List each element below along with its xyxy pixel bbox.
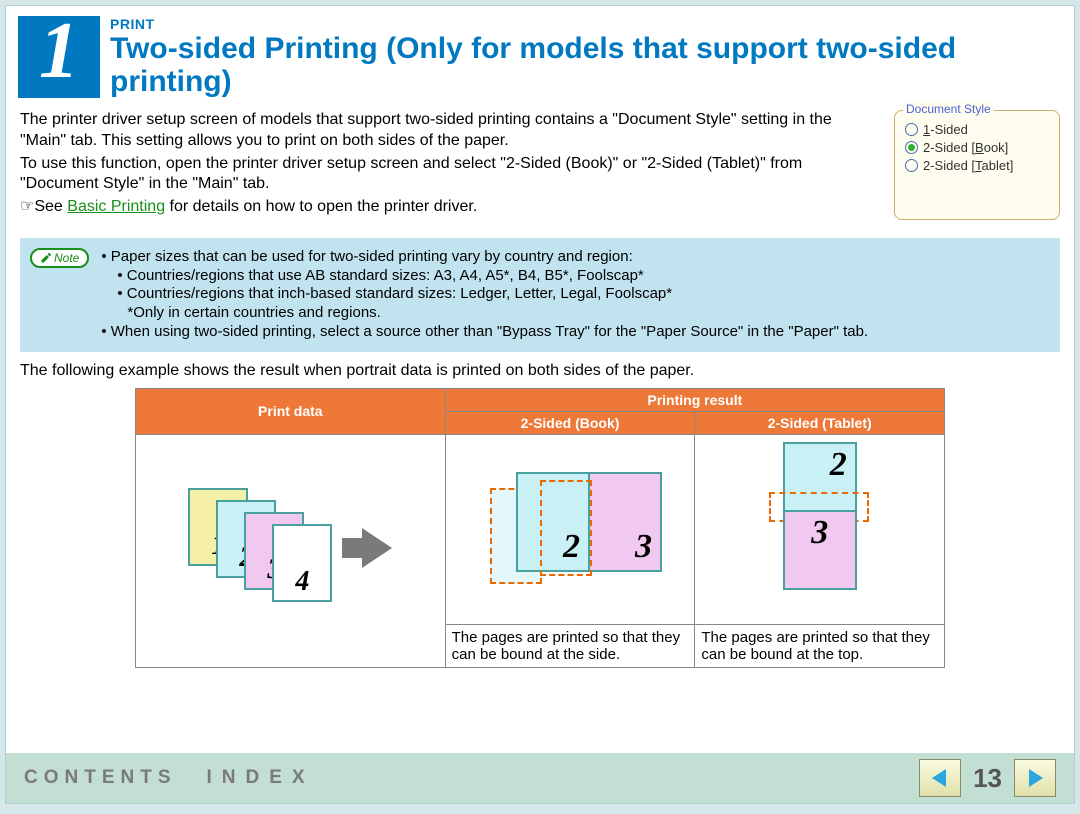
pager: 13 bbox=[919, 759, 1056, 797]
paragraph: The printer driver setup screen of model… bbox=[20, 110, 874, 152]
radio-icon bbox=[905, 123, 918, 136]
caption-tablet: The pages are printed so that they can b… bbox=[695, 624, 945, 667]
note-line: *Only in certain countries and regions. bbox=[127, 304, 1050, 323]
paragraph: ☞See Basic Printing for details on how t… bbox=[20, 197, 874, 218]
triangle-right-icon bbox=[1023, 766, 1047, 790]
page: 1 PRINT Two-sided Printing (Only for mod… bbox=[5, 5, 1075, 804]
chapter-category: PRINT bbox=[110, 16, 1062, 32]
page-number: 13 bbox=[973, 763, 1002, 794]
note-line: • When using two-sided printing, select … bbox=[101, 323, 1050, 342]
note-content: • Paper sizes that can be used for two-s… bbox=[101, 248, 1050, 342]
chapter-number: 1 bbox=[18, 16, 100, 98]
th-tablet: 2-Sided (Tablet) bbox=[695, 411, 945, 434]
page-stack-icon: 1 2 3 4 bbox=[188, 488, 348, 608]
chapter-title: Two-sided Printing (Only for models that… bbox=[110, 32, 1062, 98]
example-intro: The following example shows the result w… bbox=[20, 362, 1060, 380]
caption-book: The pages are printed so that they can b… bbox=[445, 624, 695, 667]
th-print-data: Print data bbox=[136, 388, 446, 434]
note-badge: Note bbox=[30, 248, 89, 268]
radio-2-sided-tablet[interactable]: 2-Sided [Tablet] bbox=[905, 158, 1049, 173]
radio-icon bbox=[905, 159, 918, 172]
next-page-button[interactable] bbox=[1014, 759, 1056, 797]
th-book: 2-Sided (Book) bbox=[445, 411, 695, 434]
result-table: Print data Printing result 2-Sided (Book… bbox=[135, 388, 945, 668]
radio-2-sided-book[interactable]: 2-Sided [Book] bbox=[905, 140, 1049, 155]
note-line: • Countries/regions that use AB standard… bbox=[117, 267, 1050, 286]
note-line: • Paper sizes that can be used for two-s… bbox=[101, 248, 1050, 267]
note-line: • Countries/regions that inch-based stan… bbox=[117, 285, 1050, 304]
paragraph: To use this function, open the printer d… bbox=[20, 154, 874, 196]
print-data-diagram: 1 2 3 4 bbox=[136, 434, 446, 667]
book-diagram: 2 3 bbox=[445, 434, 695, 624]
radio-icon bbox=[905, 141, 918, 154]
chapter-header: 1 PRINT Two-sided Printing (Only for mod… bbox=[18, 16, 1062, 98]
contents-link[interactable]: CONTENTS bbox=[24, 767, 177, 789]
note-box: Note • Paper sizes that can be used for … bbox=[20, 238, 1060, 352]
pencil-icon bbox=[40, 252, 52, 264]
body-text: The printer driver setup screen of model… bbox=[20, 110, 874, 220]
prev-page-button[interactable] bbox=[919, 759, 961, 797]
radio-1-sided[interactable]: 1-Sided bbox=[905, 122, 1049, 137]
th-printing-result: Printing result bbox=[445, 388, 944, 411]
arrow-right-icon bbox=[362, 528, 392, 568]
index-link[interactable]: INDEX bbox=[207, 767, 315, 789]
basic-printing-link[interactable]: Basic Printing bbox=[67, 198, 165, 215]
footer-bar: CONTENTS INDEX 13 bbox=[6, 753, 1074, 803]
document-style-group: Document Style 1-Sided 2-Sided [Book] 2-… bbox=[894, 110, 1060, 220]
document-style-legend: Document Style bbox=[903, 102, 994, 116]
tablet-diagram: 2 3 bbox=[695, 434, 945, 624]
triangle-left-icon bbox=[928, 766, 952, 790]
